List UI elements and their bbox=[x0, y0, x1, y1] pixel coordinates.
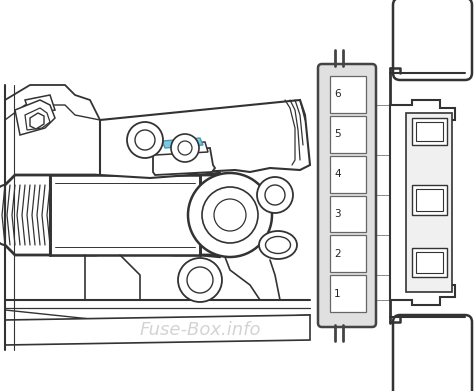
Polygon shape bbox=[390, 100, 455, 305]
Text: 3: 3 bbox=[334, 209, 341, 219]
Circle shape bbox=[178, 258, 222, 302]
Polygon shape bbox=[50, 175, 200, 255]
Polygon shape bbox=[416, 252, 443, 273]
Text: 4: 4 bbox=[334, 169, 341, 179]
Bar bbox=[330, 275, 366, 312]
Circle shape bbox=[188, 173, 272, 257]
Circle shape bbox=[187, 267, 213, 293]
Polygon shape bbox=[30, 113, 44, 129]
Circle shape bbox=[214, 199, 246, 231]
FancyBboxPatch shape bbox=[393, 0, 472, 80]
Text: 1: 1 bbox=[334, 289, 341, 299]
Ellipse shape bbox=[259, 231, 297, 259]
Polygon shape bbox=[406, 113, 452, 292]
Bar bbox=[330, 76, 366, 113]
Polygon shape bbox=[100, 100, 310, 178]
Polygon shape bbox=[412, 118, 447, 145]
Polygon shape bbox=[412, 248, 447, 277]
Text: Fuse-Box.info: Fuse-Box.info bbox=[139, 321, 261, 339]
Polygon shape bbox=[416, 189, 443, 211]
Polygon shape bbox=[162, 138, 203, 148]
Circle shape bbox=[127, 122, 163, 158]
Text: 2: 2 bbox=[334, 249, 341, 259]
Bar bbox=[330, 196, 366, 232]
Circle shape bbox=[202, 187, 258, 243]
Bar bbox=[330, 116, 366, 152]
Bar bbox=[330, 235, 366, 272]
Circle shape bbox=[135, 130, 155, 150]
Polygon shape bbox=[25, 95, 55, 115]
Circle shape bbox=[257, 177, 293, 213]
Polygon shape bbox=[5, 315, 310, 345]
Polygon shape bbox=[412, 185, 447, 215]
Polygon shape bbox=[15, 100, 55, 135]
FancyBboxPatch shape bbox=[318, 64, 376, 327]
Polygon shape bbox=[155, 142, 208, 155]
Polygon shape bbox=[25, 108, 50, 130]
Polygon shape bbox=[416, 122, 443, 141]
Text: 6: 6 bbox=[334, 90, 341, 99]
Polygon shape bbox=[153, 148, 215, 175]
Ellipse shape bbox=[265, 237, 291, 253]
Bar bbox=[330, 156, 366, 192]
Text: 5: 5 bbox=[334, 129, 341, 139]
FancyBboxPatch shape bbox=[393, 315, 472, 391]
Circle shape bbox=[265, 185, 285, 205]
Circle shape bbox=[178, 141, 192, 155]
Circle shape bbox=[171, 134, 199, 162]
